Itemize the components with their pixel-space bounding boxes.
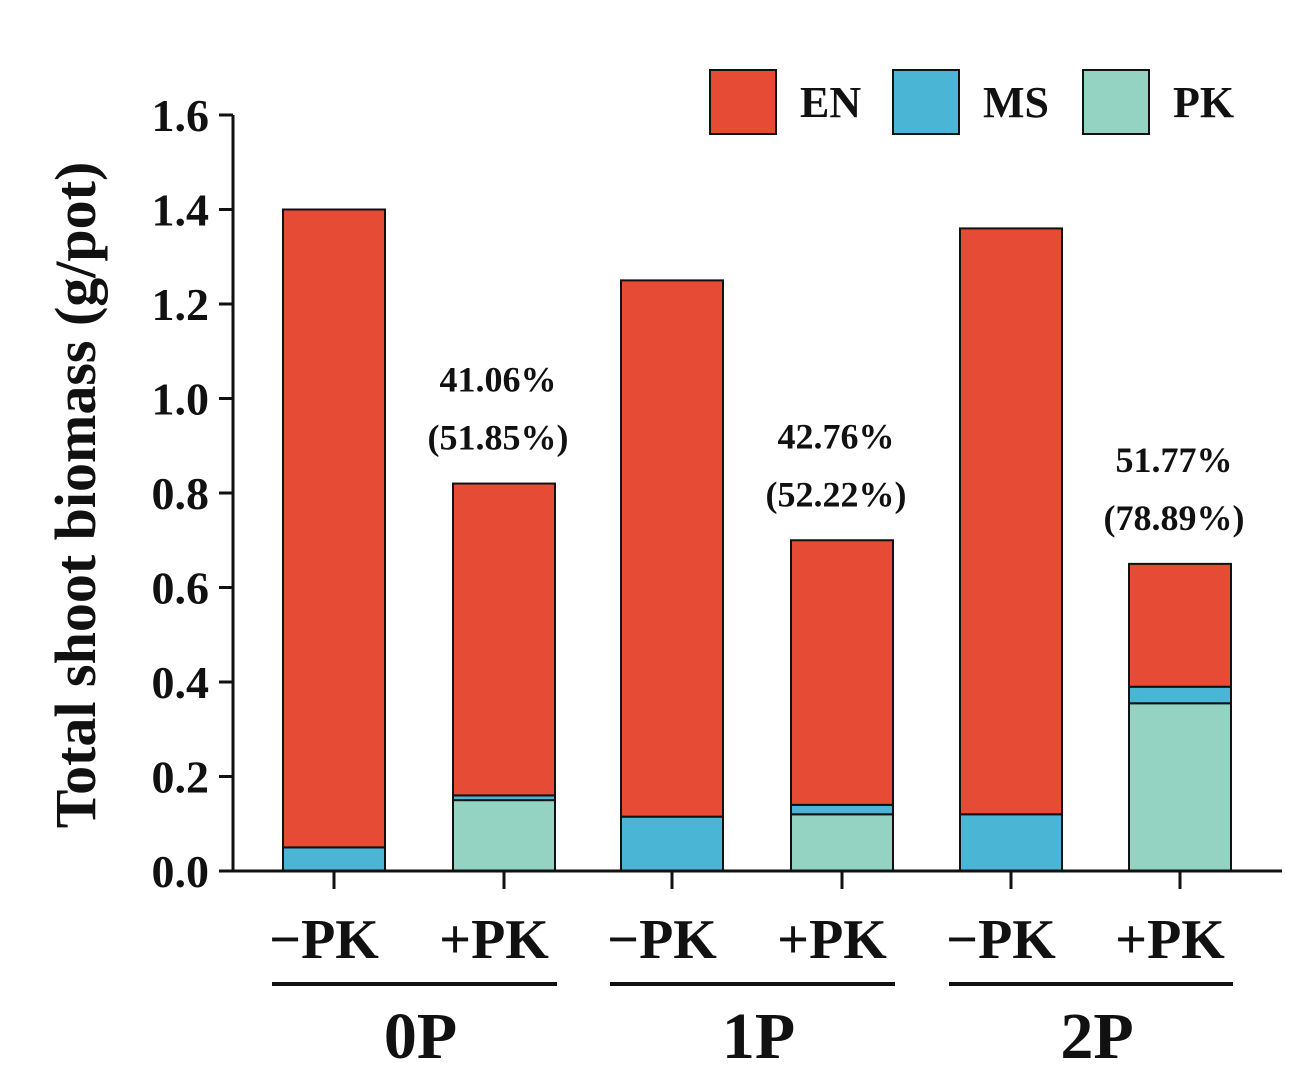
bar-segment-ms <box>790 803 894 816</box>
x-tick-label: +PK <box>1115 909 1225 971</box>
bar-segment-ms <box>959 813 1063 872</box>
x-tick-label: −PK <box>269 909 379 971</box>
y-tick-label: 1.0 <box>152 374 210 425</box>
annotation-percent-paren: (78.89%) <box>1104 498 1245 538</box>
x-tick-label: +PK <box>439 909 549 971</box>
bar-segment-en <box>452 482 556 797</box>
x-tick-label: −PK <box>946 909 1056 971</box>
bar-segment-en <box>620 279 724 818</box>
legend-swatch-ms <box>892 69 960 135</box>
y-tick-label: 0.2 <box>152 752 210 803</box>
bar-segment-ms <box>1128 685 1232 705</box>
y-tick-label: 0.0 <box>152 846 210 897</box>
annotation-percent: 41.06% <box>440 360 557 400</box>
bar-segment-en <box>282 208 386 849</box>
x-tick-label: −PK <box>607 909 717 971</box>
group-label: 1P <box>722 1000 795 1073</box>
y-tick-label: 0.4 <box>152 657 210 708</box>
y-tick-label: 1.4 <box>152 185 210 236</box>
y-axis-label: Total shoot biomass (g/pot) <box>43 162 108 829</box>
annotation-percent-paren: (51.85%) <box>428 418 569 458</box>
bar-segment-en <box>790 539 894 806</box>
bar-segment-pk <box>790 813 894 872</box>
legend-label-ms: MS <box>983 78 1049 127</box>
annotation-percent: 51.77% <box>1116 440 1233 480</box>
annotation-percent: 42.76% <box>778 416 895 456</box>
bar-segment-pk <box>452 799 556 872</box>
bar-segment-ms <box>282 846 386 872</box>
legend-swatch-en <box>709 69 777 135</box>
legend-label-pk: PK <box>1173 78 1234 127</box>
y-tick-label: 1.2 <box>152 279 210 330</box>
x-tick-label: +PK <box>777 909 887 971</box>
group-label: 0P <box>384 1000 457 1073</box>
bar-segment-ms <box>620 815 724 872</box>
legend-label-en: EN <box>800 78 861 127</box>
bar-segment-pk <box>1128 702 1232 873</box>
bar-segment-en <box>1128 562 1232 688</box>
group-label: 2P <box>1060 1000 1133 1073</box>
y-tick-label: 0.6 <box>152 563 210 614</box>
y-tick-label: 1.6 <box>152 90 210 141</box>
bar-segment-en <box>959 227 1063 816</box>
y-tick-label: 0.8 <box>152 468 210 519</box>
legend-swatch-pk <box>1082 69 1150 135</box>
annotation-percent-paren: (52.22%) <box>766 474 907 514</box>
